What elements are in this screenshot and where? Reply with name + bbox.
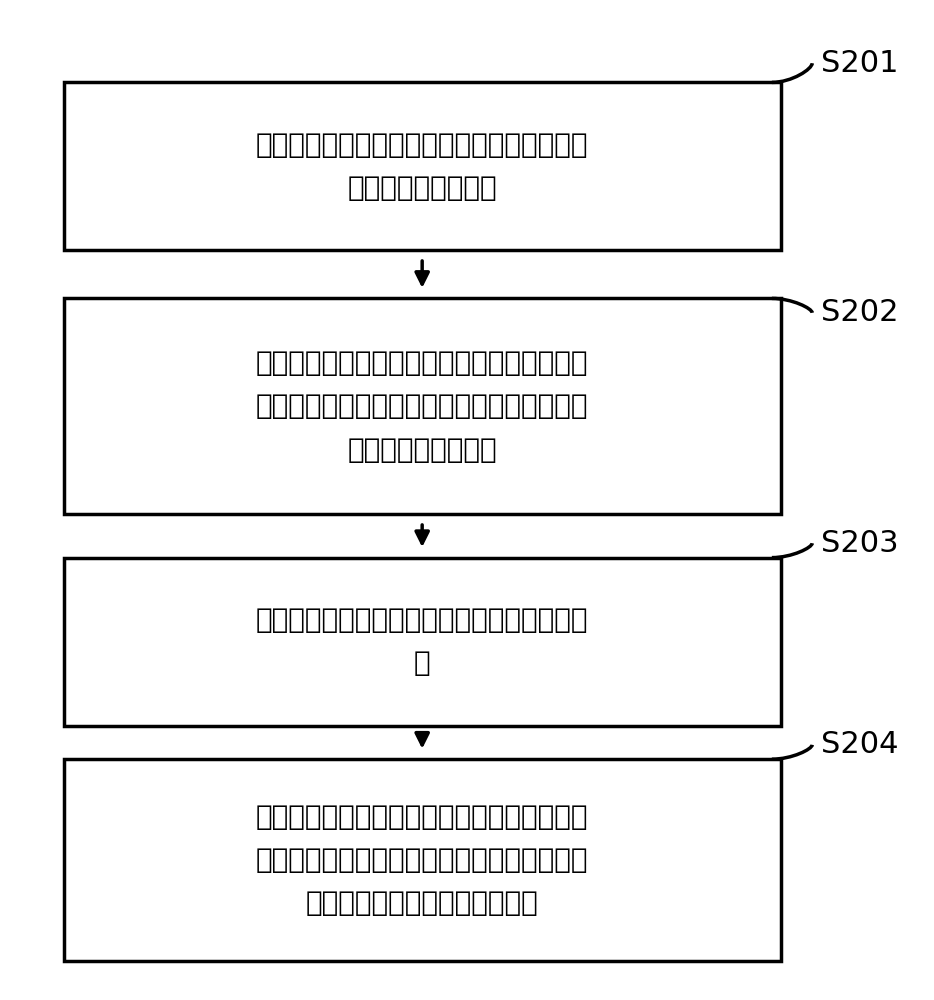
Text: S204: S204 <box>821 730 899 759</box>
Text: S203: S203 <box>821 529 899 558</box>
Text: 识别电子地图的路网数据中符合复合路口交点
属性的多个路口交点: 识别电子地图的路网数据中符合复合路口交点 属性的多个路口交点 <box>256 131 588 202</box>
Text: S202: S202 <box>821 298 899 327</box>
Text: 根据路口交点组中的组内交点、至少两个组内
交点所关联的路线、以及各组内交点与组外交
点所关联的路线，构建路口模型: 根据路口交点组中的组内交点、至少两个组内 交点所关联的路线、以及各组内交点与组外… <box>256 803 588 917</box>
Text: 根据交点间邻接关系，对各所述路口交点和所
述路口交点的邻接交点分组，以得到各复合路
口对应的路口交点组: 根据交点间邻接关系，对各所述路口交点和所 述路口交点的邻接交点分组，以得到各复合… <box>256 349 588 464</box>
FancyBboxPatch shape <box>64 759 781 961</box>
FancyBboxPatch shape <box>64 558 781 726</box>
FancyBboxPatch shape <box>64 298 781 514</box>
Text: 将路口交点组的各组内交点中的奇异点进行剔
除: 将路口交点组的各组内交点中的奇异点进行剔 除 <box>256 606 588 677</box>
Text: S201: S201 <box>821 49 899 78</box>
FancyBboxPatch shape <box>64 82 781 250</box>
